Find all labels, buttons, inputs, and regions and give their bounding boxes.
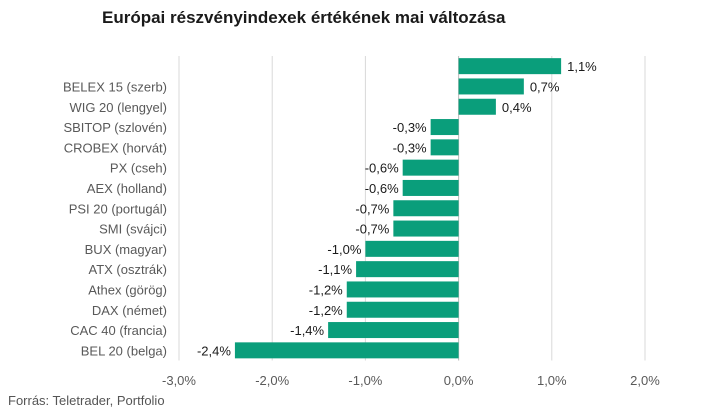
bar [458,78,524,95]
data-label: -0,6% [365,181,399,196]
bar [458,58,562,75]
category-label: Athex (görög) [88,282,167,297]
label-layer: -3,0% -2,0% -1,0% 0,0% 1,0% 2,0% 1,1% 0,7% BELEX… [63,59,660,388]
bar [402,179,459,196]
x-tick-label: -2,0% [255,373,289,388]
x-tick-label: 1,0% [537,373,567,388]
data-label: 0,4% [502,100,532,115]
bar [430,119,459,136]
data-label: -0,3% [393,140,427,155]
category-label: PSI 20 (portugál) [69,201,167,216]
data-label: -1,2% [309,303,343,318]
x-tick-label: 2,0% [630,373,660,388]
data-label: -1,1% [318,262,352,277]
data-label: -0,3% [393,120,427,135]
data-label: -2,4% [197,343,231,358]
bar [458,98,496,115]
category-label: AEX (holland) [87,181,167,196]
bar [328,322,459,339]
bar [356,261,459,278]
category-label: SBITOP (szlovén) [63,120,167,135]
chart-title: Európai részvényindexek értékének mai vá… [102,8,506,27]
bar [393,200,459,217]
data-label: -1,2% [309,282,343,297]
category-label: ATX (osztrák) [89,262,168,277]
bar [346,281,459,298]
data-label: 0,7% [530,79,560,94]
bar [234,342,459,359]
bar [346,301,459,318]
data-label: -0,6% [365,161,399,176]
category-label: SMI (svájci) [99,222,167,237]
x-tick-label: -3,0% [162,373,196,388]
category-label: BEL 20 (belga) [81,343,167,358]
x-tick-label: -1,0% [348,373,382,388]
bar [365,240,459,257]
category-label: CAC 40 (francia) [70,323,167,338]
data-label: -0,7% [355,222,389,237]
category-label: BELEX 15 (szerb) [63,79,167,94]
data-label: 1,1% [567,59,597,74]
data-label: -0,7% [355,201,389,216]
x-tick-label: 0,0% [444,373,474,388]
category-label: PX (cseh) [110,161,167,176]
bar [402,159,459,176]
bar [430,139,459,156]
bar [393,220,459,237]
category-label: DAX (német) [92,303,167,318]
category-label: WIG 20 (lengyel) [69,100,167,115]
category-label: CROBEX (horvát) [64,140,167,155]
data-label: -1,0% [327,242,361,257]
source-note: Forrás: Teletrader, Portfolio [8,393,165,408]
data-label: -1,4% [290,323,324,338]
category-label: BUX (magyar) [85,242,167,257]
bar-layer [234,58,562,359]
